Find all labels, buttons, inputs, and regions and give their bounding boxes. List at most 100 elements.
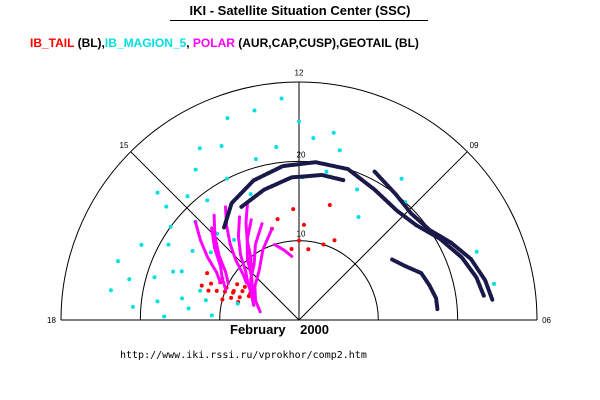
point-ib-magion-5-30: [190, 248, 195, 253]
legend-text-ib-tail-suffix: (BL),: [74, 36, 105, 50]
point-ib-magion-5-48: [209, 313, 214, 318]
series-geotail: [222, 160, 495, 312]
track-polar-5: [212, 213, 230, 286]
legend-text-polar-geotail: (AUR,CAP,CUSP),GEOTAIL (BL): [234, 36, 419, 50]
point-ib-tail-23: [327, 203, 332, 208]
point-ib-magion-5-28: [198, 288, 203, 293]
point-ib-magion-5-6: [219, 144, 224, 149]
track-geotail-3: [239, 173, 347, 209]
point-ib-magion-5-4: [311, 136, 316, 141]
point-ib-magion-5-7: [197, 146, 202, 151]
point-ib-magion-5-15: [164, 204, 169, 209]
angle-tick-label-12: 12: [295, 68, 304, 77]
point-ib-magion-5-5: [331, 130, 336, 135]
point-ib-magion-5-20: [152, 275, 157, 280]
spoke-09: [298, 151, 468, 321]
angle-tick-label-15: 15: [120, 141, 129, 150]
point-ib-magion-5-18: [139, 242, 144, 247]
point-ib-magion-5-31: [208, 250, 213, 255]
point-ib-tail-29: [332, 238, 337, 243]
point-ib-tail-20: [275, 217, 280, 222]
point-ib-magion-5-21: [127, 277, 132, 282]
point-ib-magion-5-11: [193, 167, 198, 172]
track-polar-6: [210, 226, 228, 292]
track-polar-7: [273, 243, 294, 259]
point-ib-magion-5-23: [155, 299, 160, 304]
point-ib-magion-5-12: [205, 198, 210, 203]
legend-item-ib-magion-5: IB_MAGION_5: [104, 36, 187, 50]
point-ib-tail-28: [297, 238, 301, 243]
point-ib-magion-5-0: [252, 108, 257, 113]
data-marks: [108, 96, 497, 319]
track-geotail-1: [372, 169, 495, 302]
point-ib-magion-5-40: [474, 249, 479, 254]
point-ib-magion-5-41: [492, 281, 497, 286]
point-ib-magion-5-45: [155, 190, 160, 195]
series-polar: [193, 202, 294, 314]
series-ib-tail: [199, 203, 337, 304]
point-ib-magion-5-29: [179, 269, 184, 274]
date-label: February 2000: [230, 322, 390, 337]
angle-tick-label-09: 09: [470, 141, 479, 150]
point-ib-tail-8: [235, 282, 240, 287]
point-ib-magion-5-33: [232, 237, 237, 242]
point-ib-magion-5-35: [324, 169, 329, 174]
point-ib-tail-22: [301, 222, 306, 227]
legend: IB_TAIL (BL),IB_MAGION_5, POLAR (AUR,CAP…: [30, 36, 419, 50]
date-month: February: [230, 322, 286, 337]
point-ib-magion-5-26: [186, 306, 191, 311]
track-polar-4: [253, 227, 274, 314]
point-ib-tail-21: [291, 207, 296, 212]
point-ib-magion-5-2: [225, 116, 230, 121]
track-polar-3: [249, 222, 264, 307]
point-ib-magion-5-17: [166, 242, 171, 247]
title-underline: [170, 20, 428, 21]
point-ib-magion-5-8: [274, 144, 279, 149]
point-ib-magion-5-46: [115, 259, 120, 264]
point-ib-magion-5-39: [356, 214, 361, 219]
point-ib-magion-5-10: [224, 176, 229, 181]
series-ib-magion-5: [108, 96, 497, 319]
point-ib-tail-4: [229, 295, 234, 300]
point-ib-tail-12: [237, 295, 242, 300]
point-ib-tail-16: [220, 297, 225, 302]
point-ib-magion-5-27: [203, 298, 208, 303]
point-ib-magion-5-1: [279, 96, 284, 101]
radial-tick-label-20: 20: [297, 150, 306, 159]
track-geotail-2: [390, 257, 440, 312]
point-ib-magion-5-44: [248, 192, 253, 197]
point-ib-magion-5-49: [235, 301, 240, 306]
track-polar-8: [193, 220, 222, 284]
point-ib-magion-5-16: [168, 224, 173, 229]
radial-tick-label-10: 10: [297, 230, 306, 239]
track-geotail-0: [222, 160, 486, 298]
chart-title: IKI - Satellite Situation Center (SSC): [189, 3, 411, 18]
point-ib-magion-5-19: [171, 269, 176, 274]
point-ib-magion-5-25: [162, 314, 167, 319]
point-ib-magion-5-3: [297, 119, 301, 124]
angle-tick-label-06: 06: [542, 316, 551, 325]
point-ib-tail-25: [306, 247, 311, 252]
point-ib-magion-5-47: [108, 288, 113, 293]
point-ib-magion-5-42: [337, 148, 342, 153]
point-ib-magion-5-37: [399, 176, 404, 181]
source-url[interactable]: http://www.iki.rssi.ru/vprokhor/comp2.ht…: [120, 350, 367, 361]
point-ib-tail-26: [289, 246, 294, 251]
point-ib-tail-19: [242, 284, 247, 289]
point-ib-magion-5-36: [355, 187, 360, 192]
point-ib-tail-6: [209, 281, 214, 286]
point-ib-tail-10: [205, 271, 210, 276]
point-ib-magion-5-13: [185, 194, 190, 199]
polar-axes: 18 15 12 09 06 10 20: [47, 68, 551, 325]
point-ib-tail-1: [240, 289, 245, 294]
point-ib-magion-5-24: [130, 304, 135, 309]
point-ib-tail-9: [214, 288, 219, 293]
point-ib-tail-24: [321, 242, 326, 247]
date-year: 2000: [300, 322, 330, 337]
point-ib-magion-5-22: [179, 296, 184, 301]
legend-item-polar: POLAR: [192, 36, 235, 50]
angle-tick-label-18: 18: [47, 316, 56, 325]
point-ib-tail-13: [206, 288, 211, 293]
point-ib-magion-5-9: [253, 157, 258, 162]
